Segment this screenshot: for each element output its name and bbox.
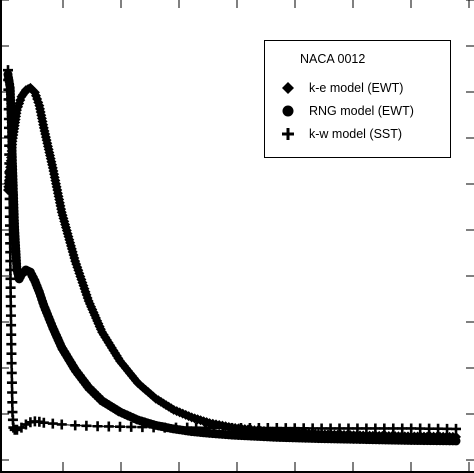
data-point-plus xyxy=(3,122,14,133)
data-point-plus xyxy=(289,423,300,434)
data-point-plus xyxy=(171,422,181,433)
data-point-plus xyxy=(3,65,13,76)
data-point-plus xyxy=(4,211,15,222)
data-point-plus xyxy=(7,387,18,398)
data-point-plus xyxy=(103,421,114,432)
series-layer xyxy=(3,65,461,446)
data-point-plus xyxy=(6,320,17,331)
data-point-plus xyxy=(370,423,381,434)
circle-legend-marker xyxy=(282,105,294,117)
legend-title: NACA 0012 xyxy=(300,52,365,66)
data-point-plus xyxy=(5,273,16,284)
data-point-plus xyxy=(4,158,15,169)
data-point-plus xyxy=(6,348,17,359)
legend-label-k-e: k-e model (EWT) xyxy=(309,81,403,95)
plus-legend-marker xyxy=(282,128,294,140)
data-point-plus xyxy=(81,420,92,431)
data-point-plus xyxy=(397,423,408,434)
legend-box xyxy=(264,40,451,158)
data-point-plus xyxy=(352,423,363,434)
data-point-plus xyxy=(4,167,15,178)
data-point-plus xyxy=(442,423,453,434)
data-point-plus xyxy=(92,421,103,432)
diamond-legend-marker xyxy=(282,82,294,94)
data-point-plus xyxy=(433,423,444,434)
data-point-plus xyxy=(451,423,461,434)
data-point-plus xyxy=(361,423,372,434)
data-point-plus xyxy=(325,423,336,434)
data-point-plus xyxy=(298,423,309,434)
data-point-plus xyxy=(6,358,17,369)
data-point-plus xyxy=(415,423,426,434)
data-point-plus xyxy=(56,419,67,430)
data-point-plus xyxy=(38,417,49,428)
data-point-plus xyxy=(6,377,17,388)
data-point-plus xyxy=(4,202,15,213)
data-point-plus xyxy=(6,329,17,340)
data-point-plus xyxy=(5,256,16,267)
data-point-plus xyxy=(307,423,318,434)
data-point-plus xyxy=(7,397,18,408)
data-point-plus xyxy=(148,422,159,433)
data-point-plus xyxy=(235,423,246,434)
data-point-plus xyxy=(5,238,16,249)
data-point-plus xyxy=(115,421,125,432)
data-point-plus xyxy=(4,176,15,187)
series-plus xyxy=(3,65,461,435)
data-point-plus xyxy=(271,423,282,434)
data-point-plus xyxy=(70,420,81,431)
data-point-plus xyxy=(334,423,345,434)
legend-label-k-w: k-w model (SST) xyxy=(309,127,402,141)
data-point-plus xyxy=(3,104,14,115)
data-point-plus xyxy=(3,84,14,95)
data-point-plus xyxy=(424,423,435,434)
data-point-plus xyxy=(5,229,16,240)
data-point-plus xyxy=(280,423,291,434)
data-point-plus xyxy=(4,149,15,160)
data-point-plus xyxy=(5,310,16,321)
data-point-plus xyxy=(137,422,148,433)
data-point-plus xyxy=(191,422,202,433)
data-point-plus xyxy=(6,367,17,378)
data-point-plus xyxy=(253,423,264,434)
legend: NACA 0012 k-e model (EWT) RNG model (EWT… xyxy=(264,40,451,158)
data-point-plus xyxy=(200,422,211,433)
data-point-plus xyxy=(5,247,16,258)
data-point-plus xyxy=(388,423,399,434)
data-point-plus xyxy=(5,264,16,275)
data-point-plus xyxy=(3,94,14,105)
data-point-plus xyxy=(218,422,229,433)
data-point-plus xyxy=(209,422,220,433)
data-point-plus xyxy=(159,422,170,433)
data-point-plus xyxy=(182,422,193,433)
data-point-plus xyxy=(4,193,15,204)
data-point-plus xyxy=(379,423,390,434)
data-point-plus xyxy=(3,114,14,124)
data-point-plus xyxy=(343,423,354,434)
data-point-plus xyxy=(6,339,17,350)
data-point-plus xyxy=(4,185,15,196)
data-point-plus xyxy=(47,418,58,429)
data-point-plus xyxy=(5,301,16,312)
data-point-plus xyxy=(3,74,14,85)
data-point-circle xyxy=(451,436,461,446)
data-point-plus xyxy=(126,421,137,432)
data-point-plus xyxy=(316,423,327,434)
legend-label-rng: RNG model (EWT) xyxy=(309,104,414,118)
data-point-plus xyxy=(4,140,15,151)
data-point-plus xyxy=(5,291,16,302)
data-point-plus xyxy=(5,282,16,293)
data-point-plus xyxy=(4,131,15,142)
data-point-plus xyxy=(262,423,273,434)
data-point-plus xyxy=(4,220,15,231)
data-point-plus xyxy=(244,423,255,434)
data-point-plus xyxy=(227,423,237,434)
data-point-plus xyxy=(406,423,417,434)
